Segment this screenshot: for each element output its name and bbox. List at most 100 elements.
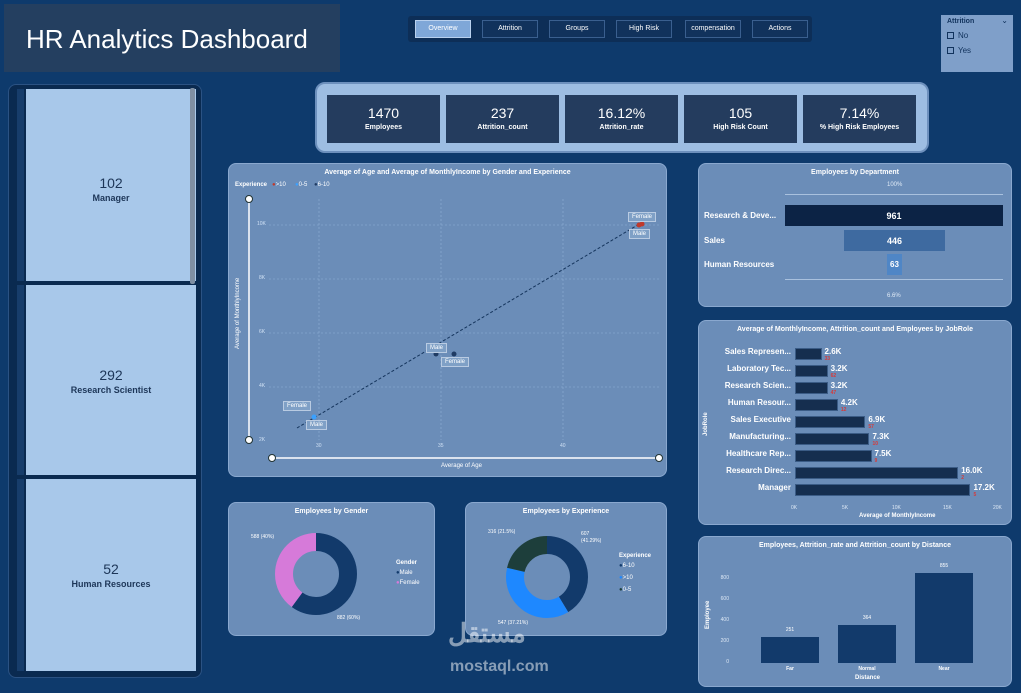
department-label: Research & Deve... (704, 211, 777, 220)
jobrole-label: Laboratory Tec... (727, 364, 791, 373)
distance-x-label: Distance (855, 675, 881, 681)
role-card-manager[interactable]: 102 Manager (26, 89, 196, 281)
chevron-down-icon[interactable]: ⌄ (1001, 16, 1008, 25)
distance-y-label: Employee (705, 600, 711, 629)
role-count: 292 (99, 367, 123, 383)
jobrole-attrition-count: 5 (973, 492, 977, 498)
slicer-title: Attrition (947, 18, 975, 25)
role-panel: 102 Manager 292 Research Scientist 52 Hu… (8, 84, 202, 678)
scatter-x-tick: 40 (560, 443, 566, 449)
legend-dot-icon: ● (396, 570, 400, 576)
scatter-y-label: Average of MonthlyIncome (235, 277, 241, 349)
jobrole-value: 3.2K (830, 381, 848, 390)
checkbox-icon[interactable] (947, 47, 954, 54)
jobrole-value: 3.2K (830, 364, 848, 373)
department-card: Employees by Department 100% Research & … (698, 163, 1012, 307)
jobrole-attrition-count: 10 (872, 441, 879, 447)
experience-slice-0-5 (506, 536, 588, 618)
title-panel: HR Analytics Dashboard (4, 4, 340, 72)
distance-y-tick: 200 (720, 637, 729, 644)
checkbox-icon[interactable] (947, 32, 954, 39)
jobrole-label: Research Direc... (726, 466, 791, 475)
jobrole-bar[interactable] (795, 348, 822, 360)
legend-dot-icon: ● (619, 563, 623, 569)
jobrole-bar[interactable] (795, 484, 971, 496)
distance-value: 251 (785, 626, 795, 633)
experience-label: 607 (581, 531, 590, 537)
jobrole-x-label: Average of MonthlyIncome (859, 513, 936, 519)
gender-title: Employees by Gender (294, 508, 369, 515)
gender-legend-title: Gender (396, 560, 418, 566)
experience-card: Employees by Experience 316 (21.5%) 607 … (465, 502, 667, 636)
slicer-option-no[interactable]: No (947, 31, 968, 40)
gender-male-label: 882 (60%) (337, 615, 361, 621)
slicer-option-yes[interactable]: Yes (947, 46, 971, 55)
scatter-y-tick: 6K (259, 329, 266, 335)
distance-value: 855 (939, 562, 949, 569)
nav-overview-button[interactable]: Overview (415, 20, 471, 38)
jobrole-value: 7.3K (872, 432, 890, 441)
experience-legend-title: Experience (619, 553, 652, 559)
jobrole-label: Healthcare Rep... (726, 449, 791, 458)
legend-dot-icon: ● (295, 182, 299, 188)
scatter-y-tick: 8K (259, 275, 266, 281)
point-label: Female (441, 357, 470, 367)
jobrole-attrition-count: 57 (868, 424, 874, 430)
distance-category: Far (786, 666, 794, 672)
experience-donut (506, 536, 588, 618)
jobrole-label: Human Resour... (727, 398, 791, 407)
kpi-row: 1470 Employees 237 Attrition_count 16.12% A… (315, 82, 929, 153)
jobrole-bar[interactable] (795, 450, 872, 462)
gender-donut (275, 533, 357, 615)
jobrole-bar[interactable] (795, 416, 866, 428)
department-bar[interactable] (785, 205, 1003, 226)
jobrole-label: Manager (758, 483, 791, 492)
distance-y-tick: 600 (720, 595, 729, 602)
department-value: 63 (890, 260, 899, 269)
role-panel-scrollbar[interactable] (190, 88, 195, 284)
jobrole-bar[interactable] (795, 433, 870, 445)
jobrole-bar[interactable] (795, 382, 828, 394)
scatter-x-tick: 30 (316, 443, 322, 449)
jobrole-x-tick: 0K (791, 505, 798, 511)
scatter-x-tick: 35 (438, 443, 444, 449)
gender-female-label: 588 (40%) (251, 534, 275, 540)
experience-label: (41.29%) (581, 538, 602, 544)
legend-item: ●>10 (272, 182, 286, 188)
department-bar[interactable] (887, 254, 902, 275)
jobrole-value: 7.5K (874, 449, 892, 458)
jobrole-title: Average of MonthlyIncome, Attrition_coun… (737, 326, 973, 333)
nav-high-risk-button[interactable]: High Risk (616, 20, 672, 38)
distance-bar[interactable] (761, 636, 819, 663)
kpi-attrition-count: 237 Attrition_count (446, 95, 559, 143)
nav-compensation-button[interactable]: compensation (685, 20, 741, 38)
distance-bar[interactable] (838, 624, 896, 663)
department-label: Human Resources (704, 260, 775, 269)
jobrole-bar[interactable] (795, 365, 828, 377)
point-label: Male (306, 420, 328, 430)
jobrole-x-tick: 5K (842, 505, 849, 511)
gender-slice-female (275, 533, 357, 615)
attrition-slicer: Attrition ⌄ No Yes (941, 15, 1013, 72)
nav-attrition-button[interactable]: Attrition (482, 20, 538, 38)
role-card-research-scientist[interactable]: 292 Research Scientist (26, 285, 196, 475)
jobrole-card: Average of MonthlyIncome, Attrition_coun… (698, 320, 1012, 525)
legend-item: ●>10 (619, 575, 633, 581)
role-label: Manager (92, 193, 130, 203)
point-label: Male (426, 343, 448, 353)
role-card-human-resources[interactable]: 52 Human Resources (26, 479, 196, 671)
nav-bar: Overview Attrition Groups High Risk comp… (408, 16, 812, 42)
nav-groups-button[interactable]: Groups (549, 20, 605, 38)
distance-y-tick: 400 (720, 616, 729, 623)
jobrole-x-tick: 10K (892, 505, 901, 511)
nav-actions-button[interactable]: Actions (752, 20, 808, 38)
jobrole-bar[interactable] (795, 467, 959, 479)
experience-label: 316 (21.5%) (488, 529, 516, 535)
jobrole-bar[interactable] (795, 399, 838, 411)
distance-bar[interactable] (915, 572, 973, 663)
scatter-point (451, 351, 457, 357)
jobrole-attrition-count: 33 (824, 356, 831, 362)
kpi-attrition-rate: 16.12% Attrition_rate (565, 95, 678, 143)
role-count: 102 (99, 175, 123, 191)
department-bar[interactable] (844, 230, 945, 251)
